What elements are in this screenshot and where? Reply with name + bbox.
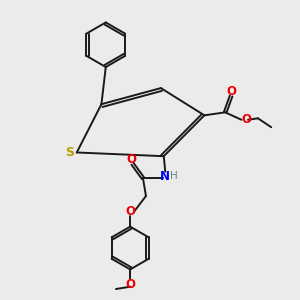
Text: O: O <box>125 278 135 291</box>
Text: O: O <box>126 153 136 166</box>
Text: O: O <box>226 85 236 98</box>
Text: S: S <box>65 146 74 159</box>
Text: O: O <box>125 205 135 218</box>
Text: O: O <box>242 113 252 126</box>
Text: N: N <box>160 170 170 183</box>
Text: H: H <box>170 171 178 181</box>
